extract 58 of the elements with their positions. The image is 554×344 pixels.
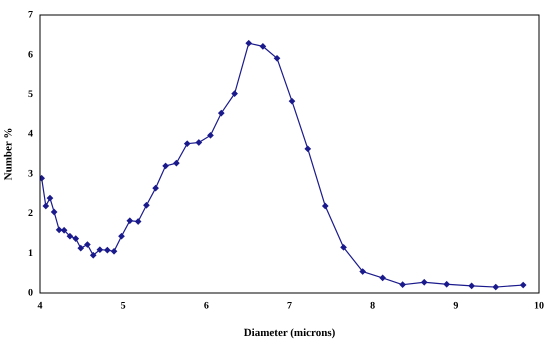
point xyxy=(42,202,49,210)
point xyxy=(173,160,180,166)
x-tick-label: 5 xyxy=(120,300,126,312)
point xyxy=(322,202,328,210)
point xyxy=(520,282,526,288)
y-axis-title: Number % xyxy=(2,128,14,180)
point xyxy=(66,233,74,240)
x-tick-label: 8 xyxy=(370,300,376,312)
y-tick-label: 1 xyxy=(28,248,33,259)
x-tick-label: 7 xyxy=(287,300,292,312)
point xyxy=(56,226,62,233)
point xyxy=(61,227,68,234)
point xyxy=(196,139,202,146)
x-tick-label: 9 xyxy=(453,300,458,312)
point xyxy=(143,202,150,208)
point xyxy=(340,244,347,250)
point xyxy=(96,246,103,253)
point xyxy=(126,218,133,224)
point xyxy=(380,274,386,282)
point xyxy=(468,282,475,289)
point xyxy=(232,90,238,97)
point xyxy=(40,175,45,182)
x-tick-label: 4 xyxy=(38,300,42,312)
y-tick-label: 2 xyxy=(28,208,33,220)
point xyxy=(360,268,366,275)
point xyxy=(184,140,190,147)
point xyxy=(260,43,266,50)
point xyxy=(51,208,58,216)
point xyxy=(110,248,118,254)
point xyxy=(72,235,79,242)
y-tick-label: 5 xyxy=(28,89,33,100)
point xyxy=(162,162,169,170)
point xyxy=(90,252,96,258)
point xyxy=(492,284,499,290)
point xyxy=(207,132,214,138)
x-tick-label: 10 xyxy=(534,300,544,312)
y-tick-label: 6 xyxy=(28,49,33,60)
point xyxy=(400,282,406,288)
point xyxy=(104,247,110,254)
y-tick-label: 0 xyxy=(28,288,33,299)
x-axis-title: Diameter (microns) xyxy=(244,327,336,340)
point xyxy=(84,241,91,248)
point xyxy=(421,279,428,286)
point xyxy=(118,233,125,240)
point xyxy=(135,218,142,225)
point xyxy=(78,245,84,252)
point xyxy=(274,55,280,62)
point xyxy=(152,185,159,192)
point xyxy=(46,194,54,202)
x-tick-label: 6 xyxy=(204,300,209,312)
point xyxy=(304,146,311,152)
point xyxy=(218,110,224,116)
y-tick-label: 4 xyxy=(28,128,33,140)
y-tick-label: 7 xyxy=(28,10,33,21)
y-tick-label: 3 xyxy=(28,168,33,180)
point xyxy=(444,281,450,288)
point xyxy=(288,98,296,104)
point xyxy=(246,40,252,46)
